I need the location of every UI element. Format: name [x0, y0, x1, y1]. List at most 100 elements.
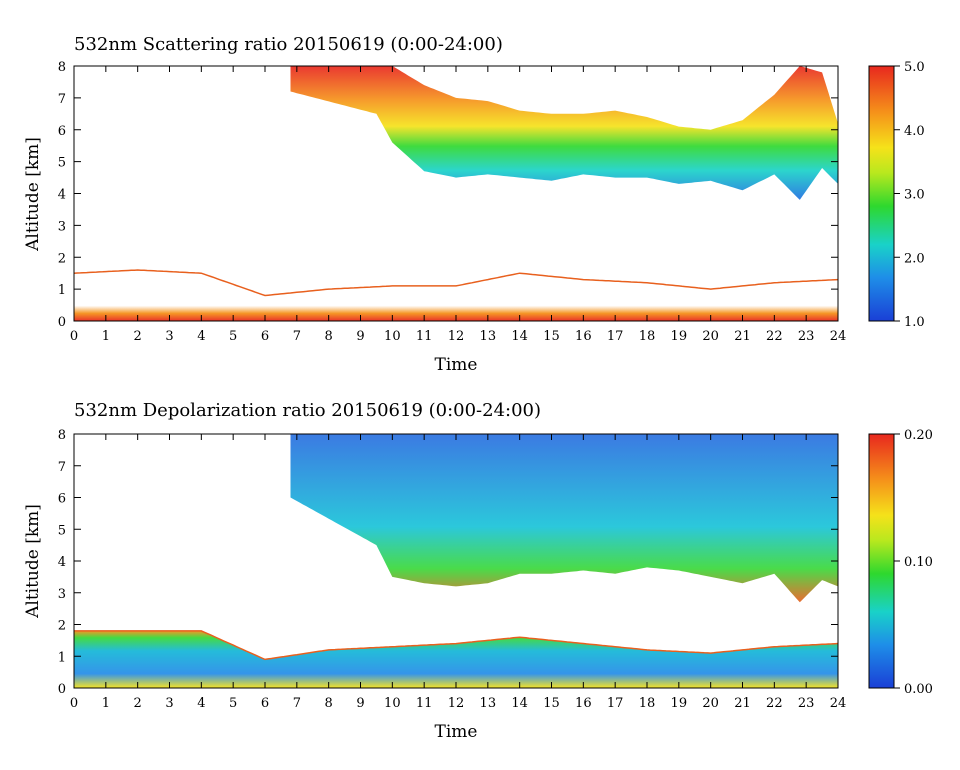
x-tick-label: 14 [511, 329, 528, 344]
y-tick-label: 8 [58, 428, 66, 443]
x-tick-label: 20 [702, 696, 719, 711]
x-tick-label: 12 [448, 329, 465, 344]
x-tick-label: 9 [356, 329, 364, 344]
x-tick-label: 19 [671, 329, 688, 344]
colorbar-tick-label: 3.0 [904, 188, 925, 203]
y-tick-label: 2 [58, 251, 66, 266]
colorbar-tick-label: 5.0 [904, 60, 925, 75]
x-tick-label: 14 [511, 696, 528, 711]
x-tick-label: 7 [293, 329, 301, 344]
y-axis: 0 1 2 3 4 5 6 7 8 [58, 428, 838, 697]
x-tick-label: 22 [766, 329, 783, 344]
x-tick-label: 24 [830, 329, 847, 344]
x-tick-label: 20 [702, 329, 719, 344]
colorbar-ticks: 0.00 0.10 0.20 [894, 428, 933, 697]
colorbar-tick-label: 0.10 [904, 555, 933, 570]
x-tick-label: 13 [480, 329, 497, 344]
panel-scattering-ratio: 532nm Scattering ratio 20150619 (0:00-24… [23, 34, 925, 375]
cloud-layer-boundary [74, 270, 838, 321]
x-tick-label: 8 [325, 329, 333, 344]
y-tick-label: 3 [58, 587, 66, 602]
x-tick-label: 23 [798, 329, 815, 344]
y-tick-label: 4 [58, 188, 66, 203]
x-tick-label: 15 [543, 329, 560, 344]
y-tick-label: 7 [58, 460, 66, 475]
colorbar-tick-label: 0.20 [904, 428, 933, 443]
x-tick-label: 8 [325, 696, 333, 711]
x-tick-label: 12 [448, 696, 465, 711]
colorbar-tick-label: 2.0 [904, 251, 925, 266]
x-tick-label: 1 [102, 696, 110, 711]
cloud-layer-upper [290, 66, 838, 200]
panel-title: 532nm Depolarization ratio 20150619 (0:0… [74, 400, 541, 421]
colorbar-ticks: 1.0 2.0 3.0 4.0 5.0 [894, 60, 925, 330]
x-tick-label: 0 [70, 329, 78, 344]
x-tick-label: 6 [261, 696, 269, 711]
y-tick-label: 2 [58, 619, 66, 634]
x-tick-label: 21 [734, 696, 751, 711]
x-tick-label: 22 [766, 696, 783, 711]
x-tick-label: 2 [134, 329, 142, 344]
cloud-layer-upper [290, 434, 838, 603]
x-tick-label: 15 [543, 696, 560, 711]
colorbar-tick-label: 4.0 [904, 124, 925, 139]
x-axis: 0 1 2 3 4 5 6 7 8 9 10 11 12 13 14 15 16 17 18 19 20 21 22 23 24 [70, 66, 846, 344]
colorbar-tick-label: 0.00 [904, 682, 933, 697]
y-tick-label: 7 [58, 92, 66, 107]
x-tick-label: 19 [671, 696, 688, 711]
x-tick-label: 4 [197, 329, 205, 344]
y-tick-label: 5 [58, 523, 66, 538]
y-tick-label: 1 [58, 283, 66, 298]
colorbar-tick-label: 1.0 [904, 315, 925, 330]
x-tick-label: 18 [639, 696, 656, 711]
y-tick-label: 1 [58, 650, 66, 665]
boundary-layer-edge [74, 630, 838, 661]
x-tick-label: 7 [293, 696, 301, 711]
y-tick-label: 6 [58, 124, 66, 139]
x-tick-label: 9 [356, 696, 364, 711]
boundary-layer-edge [74, 269, 838, 297]
x-axis: 0 1 2 3 4 5 6 7 8 9 10 11 12 13 14 15 16 17 18 19 20 21 22 23 24 [70, 434, 846, 711]
x-tick-label: 6 [261, 329, 269, 344]
colorbar [868, 65, 895, 322]
x-axis-label: Time [435, 722, 478, 742]
x-tick-label: 2 [134, 696, 142, 711]
x-tick-label: 16 [575, 329, 592, 344]
x-tick-label: 4 [197, 696, 205, 711]
y-tick-label: 0 [58, 315, 66, 330]
x-tick-label: 3 [165, 329, 173, 344]
y-tick-label: 4 [58, 555, 66, 570]
x-tick-label: 16 [575, 696, 592, 711]
x-tick-label: 11 [416, 329, 433, 344]
x-tick-label: 10 [384, 696, 401, 711]
y-tick-label: 8 [58, 60, 66, 75]
panel-depolarization-ratio: 532nm Depolarization ratio 20150619 (0:0… [23, 400, 933, 742]
x-tick-label: 10 [384, 329, 401, 344]
heatmap-field [74, 434, 838, 688]
x-tick-label: 21 [734, 329, 751, 344]
x-tick-label: 24 [830, 696, 847, 711]
x-tick-label: 13 [480, 696, 497, 711]
y-tick-label: 3 [58, 219, 66, 234]
y-axis-label: Altitude [km] [23, 137, 43, 252]
y-axis: 0 1 2 3 4 5 6 7 8 [58, 60, 838, 330]
panel-title: 532nm Scattering ratio 20150619 (0:00-24… [74, 34, 503, 55]
y-tick-label: 5 [58, 156, 66, 171]
x-tick-label: 23 [798, 696, 815, 711]
x-tick-label: 1 [102, 329, 110, 344]
colorbar [868, 433, 895, 689]
x-tick-label: 11 [416, 696, 433, 711]
x-axis-label: Time [435, 355, 478, 375]
x-tick-label: 5 [229, 696, 237, 711]
y-tick-label: 0 [58, 682, 66, 697]
heatmap-field [74, 66, 838, 321]
x-tick-label: 17 [607, 329, 624, 344]
x-tick-label: 5 [229, 329, 237, 344]
y-tick-label: 6 [58, 492, 66, 507]
x-tick-label: 3 [165, 696, 173, 711]
x-tick-label: 17 [607, 696, 624, 711]
x-tick-label: 0 [70, 696, 78, 711]
y-axis-label: Altitude [km] [23, 504, 43, 619]
cloud-layer-boundary [74, 630, 838, 688]
